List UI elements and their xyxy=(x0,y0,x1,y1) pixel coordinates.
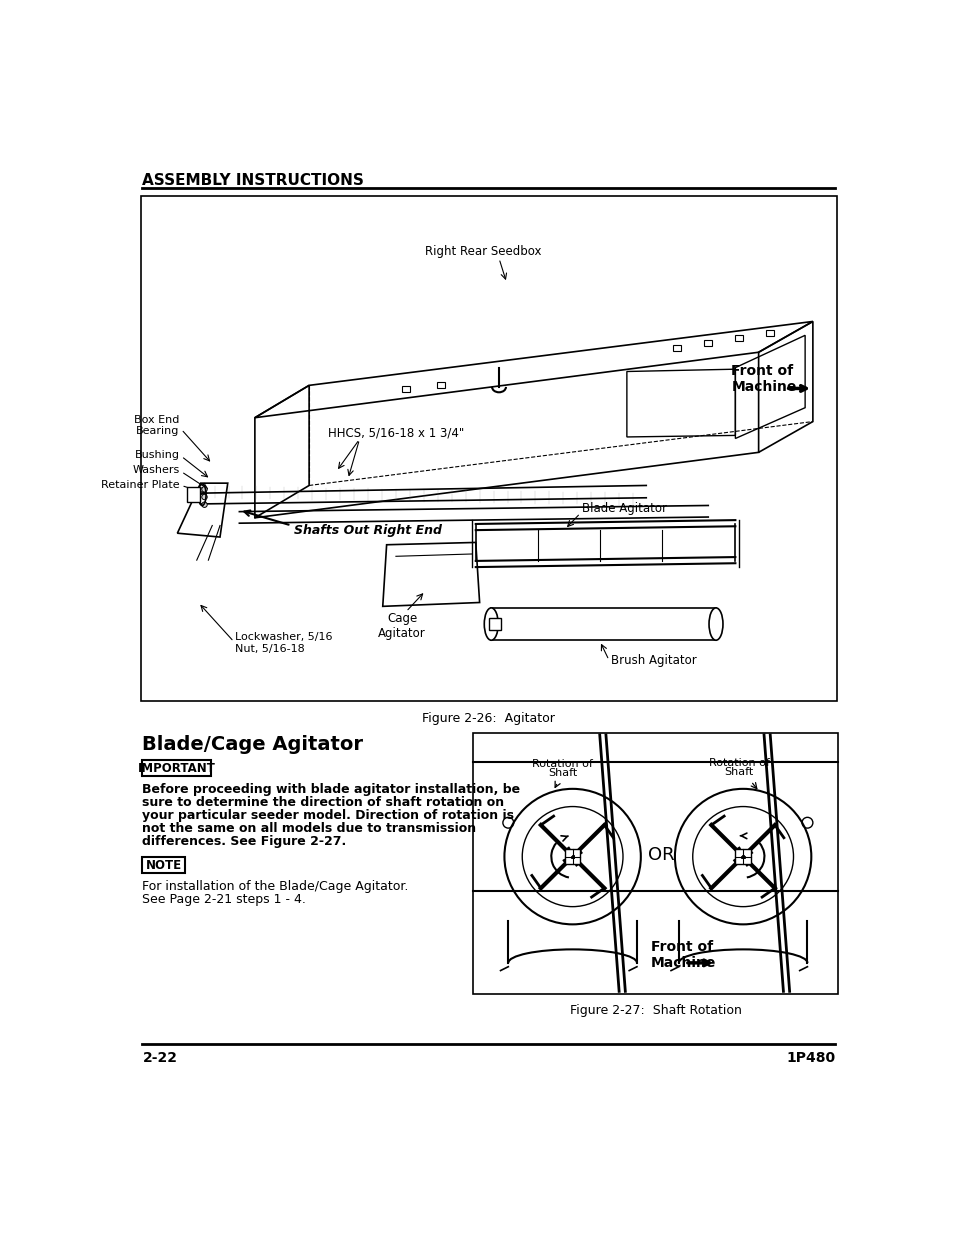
Circle shape xyxy=(202,487,207,492)
Bar xyxy=(473,734,838,994)
Text: NOTE: NOTE xyxy=(146,858,182,872)
Bar xyxy=(491,608,716,640)
Bar xyxy=(735,336,742,341)
Bar xyxy=(141,196,836,701)
Circle shape xyxy=(202,501,207,508)
Circle shape xyxy=(202,494,207,500)
Text: Rotation of: Rotation of xyxy=(708,757,769,768)
Text: Figure 2-27:  Shaft Rotation: Figure 2-27: Shaft Rotation xyxy=(569,1004,740,1018)
Bar xyxy=(703,340,711,346)
Text: Retainer Plate: Retainer Plate xyxy=(101,479,179,490)
Bar xyxy=(142,857,185,873)
Bar xyxy=(142,761,211,776)
Text: Shafts Out Right End: Shafts Out Right End xyxy=(294,525,441,537)
Text: Bushing: Bushing xyxy=(134,450,179,459)
Text: Blade/Cage Agitator: Blade/Cage Agitator xyxy=(142,735,363,753)
Bar xyxy=(673,346,680,352)
Text: sure to determine the direction of shaft rotation on: sure to determine the direction of shaft… xyxy=(142,795,504,809)
Text: your particular seeder model. Direction of rotation is: your particular seeder model. Direction … xyxy=(142,809,514,821)
Text: Lockwasher, 5/16: Lockwasher, 5/16 xyxy=(235,632,333,642)
Text: not the same on all models due to transmission: not the same on all models due to transm… xyxy=(142,823,476,835)
Text: Shaft: Shaft xyxy=(724,767,753,777)
Text: Rotation of: Rotation of xyxy=(532,760,593,769)
Bar xyxy=(765,330,773,336)
Text: Cage
Agitator: Cage Agitator xyxy=(377,611,426,640)
Bar xyxy=(436,382,444,388)
Text: Shaft: Shaft xyxy=(547,768,577,778)
Text: Washers: Washers xyxy=(132,466,179,475)
Text: For installation of the Blade/Cage Agitator.: For installation of the Blade/Cage Agita… xyxy=(142,879,409,893)
Bar xyxy=(402,387,410,393)
Bar xyxy=(735,848,750,864)
Text: Brush Agitator: Brush Agitator xyxy=(611,653,697,667)
Text: Front of
Machine: Front of Machine xyxy=(731,364,796,394)
Text: See Page 2-21 steps 1 - 4.: See Page 2-21 steps 1 - 4. xyxy=(142,893,306,905)
Text: OR: OR xyxy=(648,846,675,864)
Text: ASSEMBLY INSTRUCTIONS: ASSEMBLY INSTRUCTIONS xyxy=(142,173,364,188)
Text: IMPORTANT: IMPORTANT xyxy=(137,762,215,774)
Bar xyxy=(488,618,500,630)
Text: HHCS, 5/16-18 x 1 3/4": HHCS, 5/16-18 x 1 3/4" xyxy=(328,426,464,440)
Text: Figure 2-26:  Agitator: Figure 2-26: Agitator xyxy=(422,711,555,725)
Text: Box End
Bearing: Box End Bearing xyxy=(134,415,179,436)
Text: differences. See Figure 2-27.: differences. See Figure 2-27. xyxy=(142,835,346,848)
Bar xyxy=(187,487,199,503)
Text: Nut, 5/16-18: Nut, 5/16-18 xyxy=(235,645,305,655)
Ellipse shape xyxy=(708,608,722,640)
Bar xyxy=(564,848,579,864)
Text: Blade Agitator: Blade Agitator xyxy=(581,503,666,515)
Text: 2-22: 2-22 xyxy=(142,1051,177,1066)
Text: 1P480: 1P480 xyxy=(785,1051,835,1066)
Text: Right Rear Seedbox: Right Rear Seedbox xyxy=(425,246,541,258)
Text: Front of
Machine: Front of Machine xyxy=(650,940,716,971)
Text: Before proceeding with blade agitator installation, be: Before proceeding with blade agitator in… xyxy=(142,783,520,795)
Ellipse shape xyxy=(484,608,497,640)
